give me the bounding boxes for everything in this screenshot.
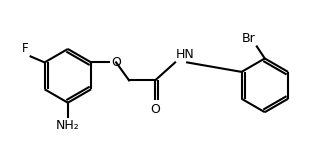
Text: O: O	[111, 56, 121, 69]
Text: O: O	[150, 103, 160, 116]
Text: F: F	[22, 42, 28, 55]
Text: NH₂: NH₂	[56, 119, 80, 132]
Text: Br: Br	[242, 32, 256, 46]
Text: HN: HN	[176, 48, 195, 61]
